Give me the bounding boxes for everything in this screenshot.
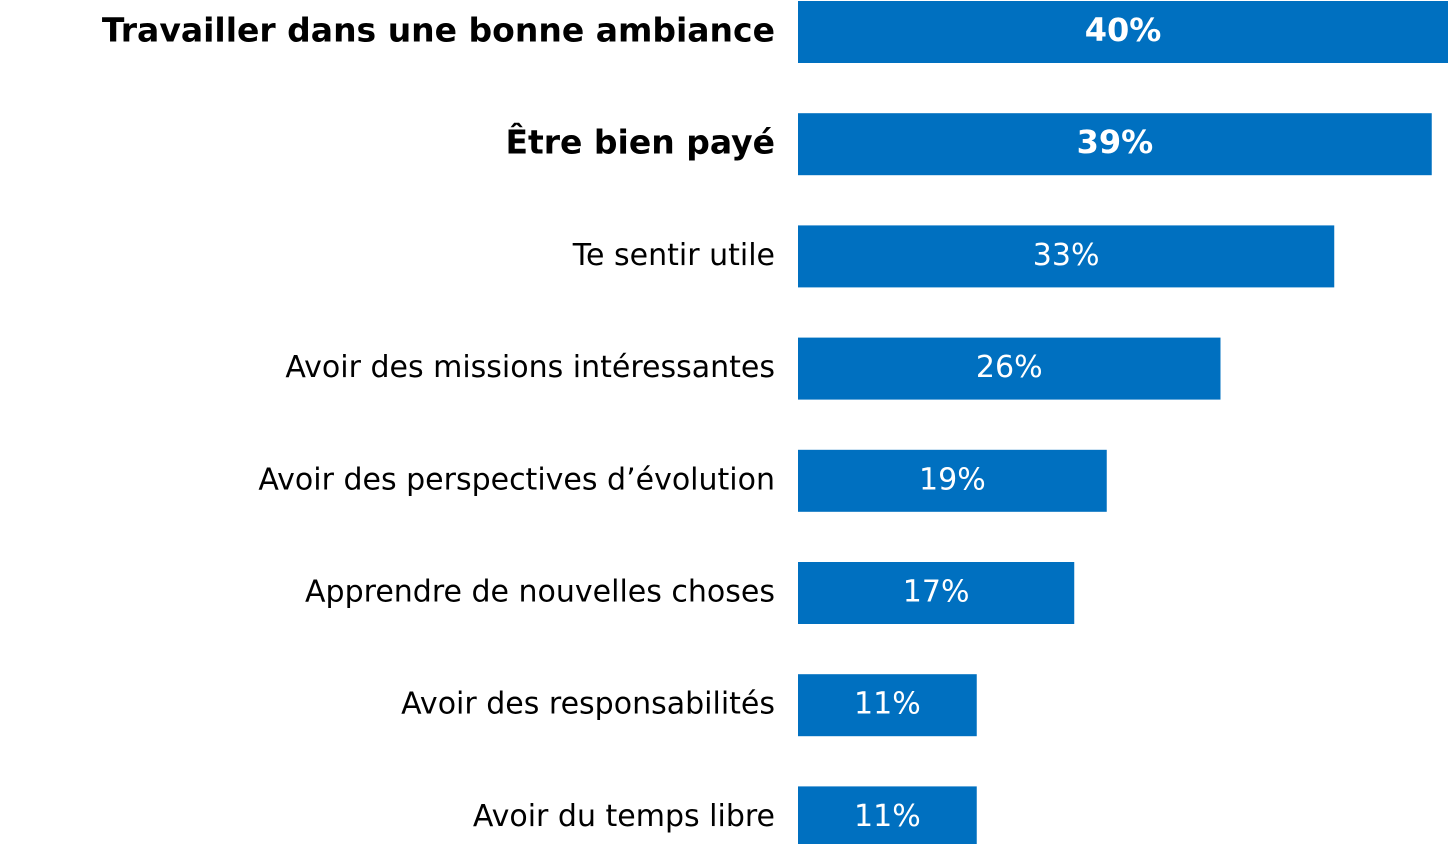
- category-label: Apprendre de nouvelles choses: [305, 575, 775, 610]
- value-label: 19%: [919, 462, 986, 497]
- category-label: Te sentir utile: [572, 238, 775, 273]
- bar: [798, 225, 1335, 288]
- bar: [798, 786, 977, 844]
- bar: [798, 337, 1221, 400]
- bar: [798, 113, 1432, 176]
- bar: [798, 562, 1075, 624]
- value-label: 39%: [1077, 123, 1154, 161]
- category-label: Être bien payé: [505, 122, 775, 162]
- bar: [798, 1, 1448, 63]
- value-label: 26%: [976, 350, 1043, 385]
- value-label: 33%: [1033, 238, 1100, 273]
- value-label: 11%: [854, 687, 921, 722]
- value-label: 40%: [1085, 11, 1162, 49]
- category-label: Avoir des responsabilités: [401, 687, 775, 722]
- category-label: Avoir du temps libre: [473, 799, 775, 834]
- category-label: Travailler dans une bonne ambiance: [102, 11, 775, 50]
- value-label: 11%: [854, 799, 921, 834]
- category-label: Avoir des missions intéressantes: [285, 350, 775, 385]
- bar: [798, 674, 977, 737]
- category-label: Avoir des perspectives d’évolution: [258, 462, 775, 497]
- value-label: 17%: [903, 575, 970, 610]
- bar: [798, 449, 1107, 512]
